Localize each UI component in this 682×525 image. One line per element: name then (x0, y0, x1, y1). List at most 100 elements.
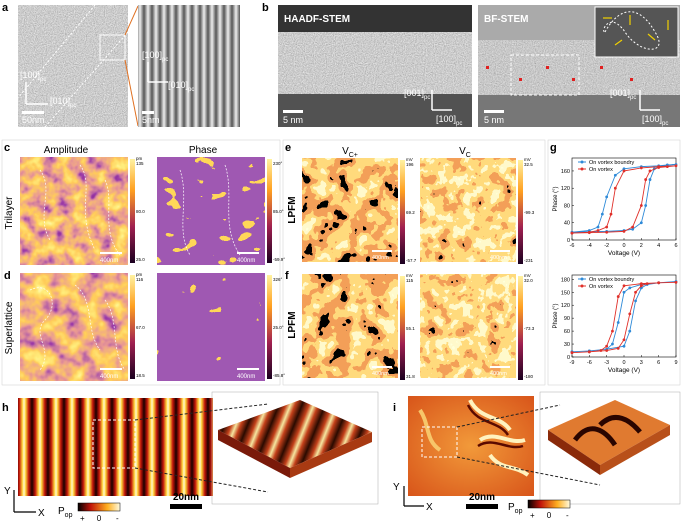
x-tick-label: 2 (640, 243, 643, 249)
colorbar-tick: 230° (273, 161, 283, 166)
legend-label: On vortex (589, 284, 613, 290)
colorbar-label: + (80, 514, 85, 523)
panel-frame (282, 139, 546, 386)
x-tick-label: 0 (622, 360, 625, 366)
3d-side (218, 430, 290, 478)
loop-point (616, 346, 620, 350)
axis-arrows (147, 62, 168, 83)
3d-side (600, 425, 670, 475)
colorbar-tick: 25.0 (136, 257, 145, 262)
scale-label: 400nm (490, 255, 507, 261)
loop-point (631, 227, 635, 231)
loop-point (639, 282, 643, 286)
axis-arrows (639, 90, 660, 111)
scale-label: 5 nm (283, 115, 303, 125)
scale-label: 400nm (100, 374, 118, 380)
colorbar (130, 159, 135, 263)
loop-line (571, 165, 677, 234)
zoom-box (510, 54, 580, 96)
loop-point (611, 329, 614, 333)
y-axis-label: Phase (°) (553, 186, 559, 211)
domain-wall (44, 31, 129, 128)
scale-label: 50nm (22, 115, 45, 125)
column-title: Phase (189, 145, 218, 156)
markers (486, 66, 633, 81)
axis-label: [100]pc (642, 114, 668, 127)
axis-label: X (426, 502, 433, 513)
loop-point (648, 178, 652, 181)
x-tick-label: -6 (587, 360, 592, 366)
loop-point (596, 225, 600, 229)
colorbar-tick: 85.0° (273, 209, 284, 214)
colorbar-tick: -85.8° (273, 373, 285, 378)
axis-label: [001]pc (404, 88, 430, 101)
colorbar-tick: 32.0 (524, 278, 533, 283)
axis-main: [100] (142, 50, 162, 60)
loop-point (611, 342, 614, 346)
colorbar-tick: 69.2 (406, 210, 415, 215)
colorbar-tick: 18.5 (136, 373, 145, 378)
loop-point (622, 290, 626, 294)
loop-point (605, 195, 609, 199)
colorbars: pm13580.025.0230°85.0°-59.9°pm11667.018.… (130, 156, 535, 380)
colorbar-unit: mV (524, 157, 531, 162)
colorbar-unit: mV (524, 273, 531, 278)
loop-point (639, 166, 643, 170)
scale-label: 400nm (372, 255, 389, 261)
colorbar-label: 0 (97, 514, 102, 523)
axis-label: [010]pc (50, 96, 76, 109)
axis-main: [010] (168, 80, 188, 90)
loop-point (628, 312, 632, 316)
loop-point (613, 173, 617, 177)
loop-point (613, 186, 617, 190)
axis-label: [100]pc (142, 50, 168, 63)
axis-label: [100]pc (436, 114, 462, 127)
panel-label: g (550, 142, 557, 154)
scale-bar (484, 110, 504, 113)
panel-frame (547, 139, 681, 386)
loop-point (674, 280, 678, 284)
axis-sub: pc (630, 95, 636, 101)
loop-line (571, 281, 677, 354)
x-tick-label: 6 (674, 243, 677, 249)
x-tick-label: 3 (640, 360, 643, 366)
legend-main: P (58, 506, 65, 517)
scale-bars (100, 252, 259, 370)
loop-point (605, 344, 609, 348)
loop-point (616, 295, 620, 298)
axis-main: [100] (436, 114, 456, 124)
title-main: V (342, 146, 349, 157)
loop-point (616, 321, 620, 324)
stem-image (18, 5, 128, 127)
connector (456, 404, 561, 428)
colorbar-label: - (116, 514, 119, 523)
legend-marker (580, 284, 584, 288)
loop-point (570, 231, 574, 235)
loop-point (605, 225, 609, 229)
scale-label: 400nm (237, 258, 255, 264)
row-title: Superlattice (4, 301, 15, 354)
lpfm-map (420, 274, 516, 378)
axis-label: Y (393, 482, 400, 493)
legend-marker (580, 167, 584, 171)
title-sub: C (466, 152, 471, 159)
colorbar-unit: pm (136, 156, 143, 161)
axis-sub: pc (188, 87, 194, 93)
loop-point (631, 225, 635, 229)
axis-sub: pc (424, 95, 430, 101)
colorbar (518, 160, 523, 264)
3d-top (548, 400, 670, 465)
bf-substrate (478, 95, 680, 127)
colorbar (400, 160, 405, 264)
x-tick-label: 0 (622, 243, 625, 249)
colorbar-tick: -231 (524, 258, 534, 263)
haadf-film (278, 32, 472, 94)
panel-label: h (2, 402, 9, 414)
colorbar (130, 275, 135, 379)
y-tick-label: 0 (567, 238, 570, 244)
loop-point (622, 338, 626, 342)
image-title: HAADF-STEM (284, 14, 350, 25)
loop-point (634, 299, 637, 303)
loop-point (622, 344, 626, 348)
panel-label: a (2, 2, 9, 14)
